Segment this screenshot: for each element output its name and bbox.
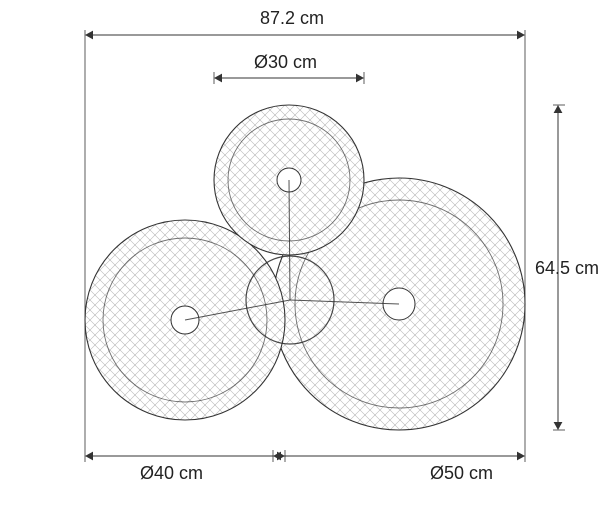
label-d30: Ø30 cm bbox=[254, 52, 317, 73]
label-overall-width: 87.2 cm bbox=[260, 8, 324, 29]
diagram-svg bbox=[0, 0, 600, 514]
label-overall-height: 64.5 cm bbox=[535, 258, 599, 279]
label-d50: Ø50 cm bbox=[430, 463, 493, 484]
dimension-diagram: 87.2 cm 64.5 cm Ø30 cm Ø40 cm Ø50 cm bbox=[0, 0, 600, 514]
label-d40: Ø40 cm bbox=[140, 463, 203, 484]
